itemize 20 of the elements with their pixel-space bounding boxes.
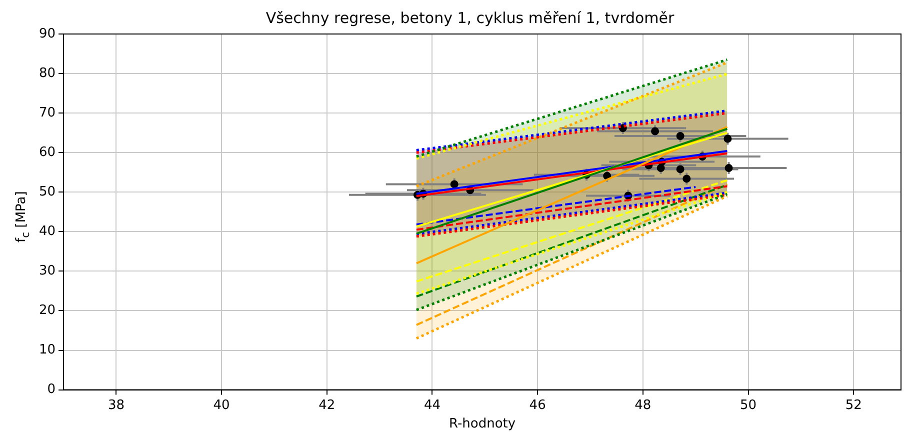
- y-tick-label: 70: [38, 105, 56, 120]
- x-tick-label: 48: [634, 398, 652, 413]
- y-tick-label: 20: [38, 303, 56, 318]
- y-tick-label: 60: [38, 144, 56, 160]
- x-tick-label: 42: [318, 398, 336, 413]
- y-tick-label: 50: [38, 184, 56, 200]
- y-tick-label: 30: [38, 264, 56, 279]
- x-tick-label: 50: [740, 398, 757, 413]
- y-tick-label: 90: [38, 26, 56, 42]
- y-tick-label: 10: [38, 342, 56, 358]
- chart-title: Všechny regrese, betony 1, cyklus měření 1, tvrdoměr: [266, 8, 675, 27]
- x-tick-label: 44: [424, 398, 441, 413]
- y-tick-label: 80: [38, 66, 56, 81]
- x-tick-label: 46: [529, 398, 546, 413]
- x-axis-title: R-hodnoty: [448, 416, 516, 432]
- y-tick-label: 40: [38, 224, 56, 240]
- x-tick-label: 40: [213, 398, 230, 413]
- y-tick-label: 0: [47, 382, 56, 398]
- x-tick-label: 52: [845, 398, 862, 413]
- x-tick-label: 38: [108, 398, 124, 413]
